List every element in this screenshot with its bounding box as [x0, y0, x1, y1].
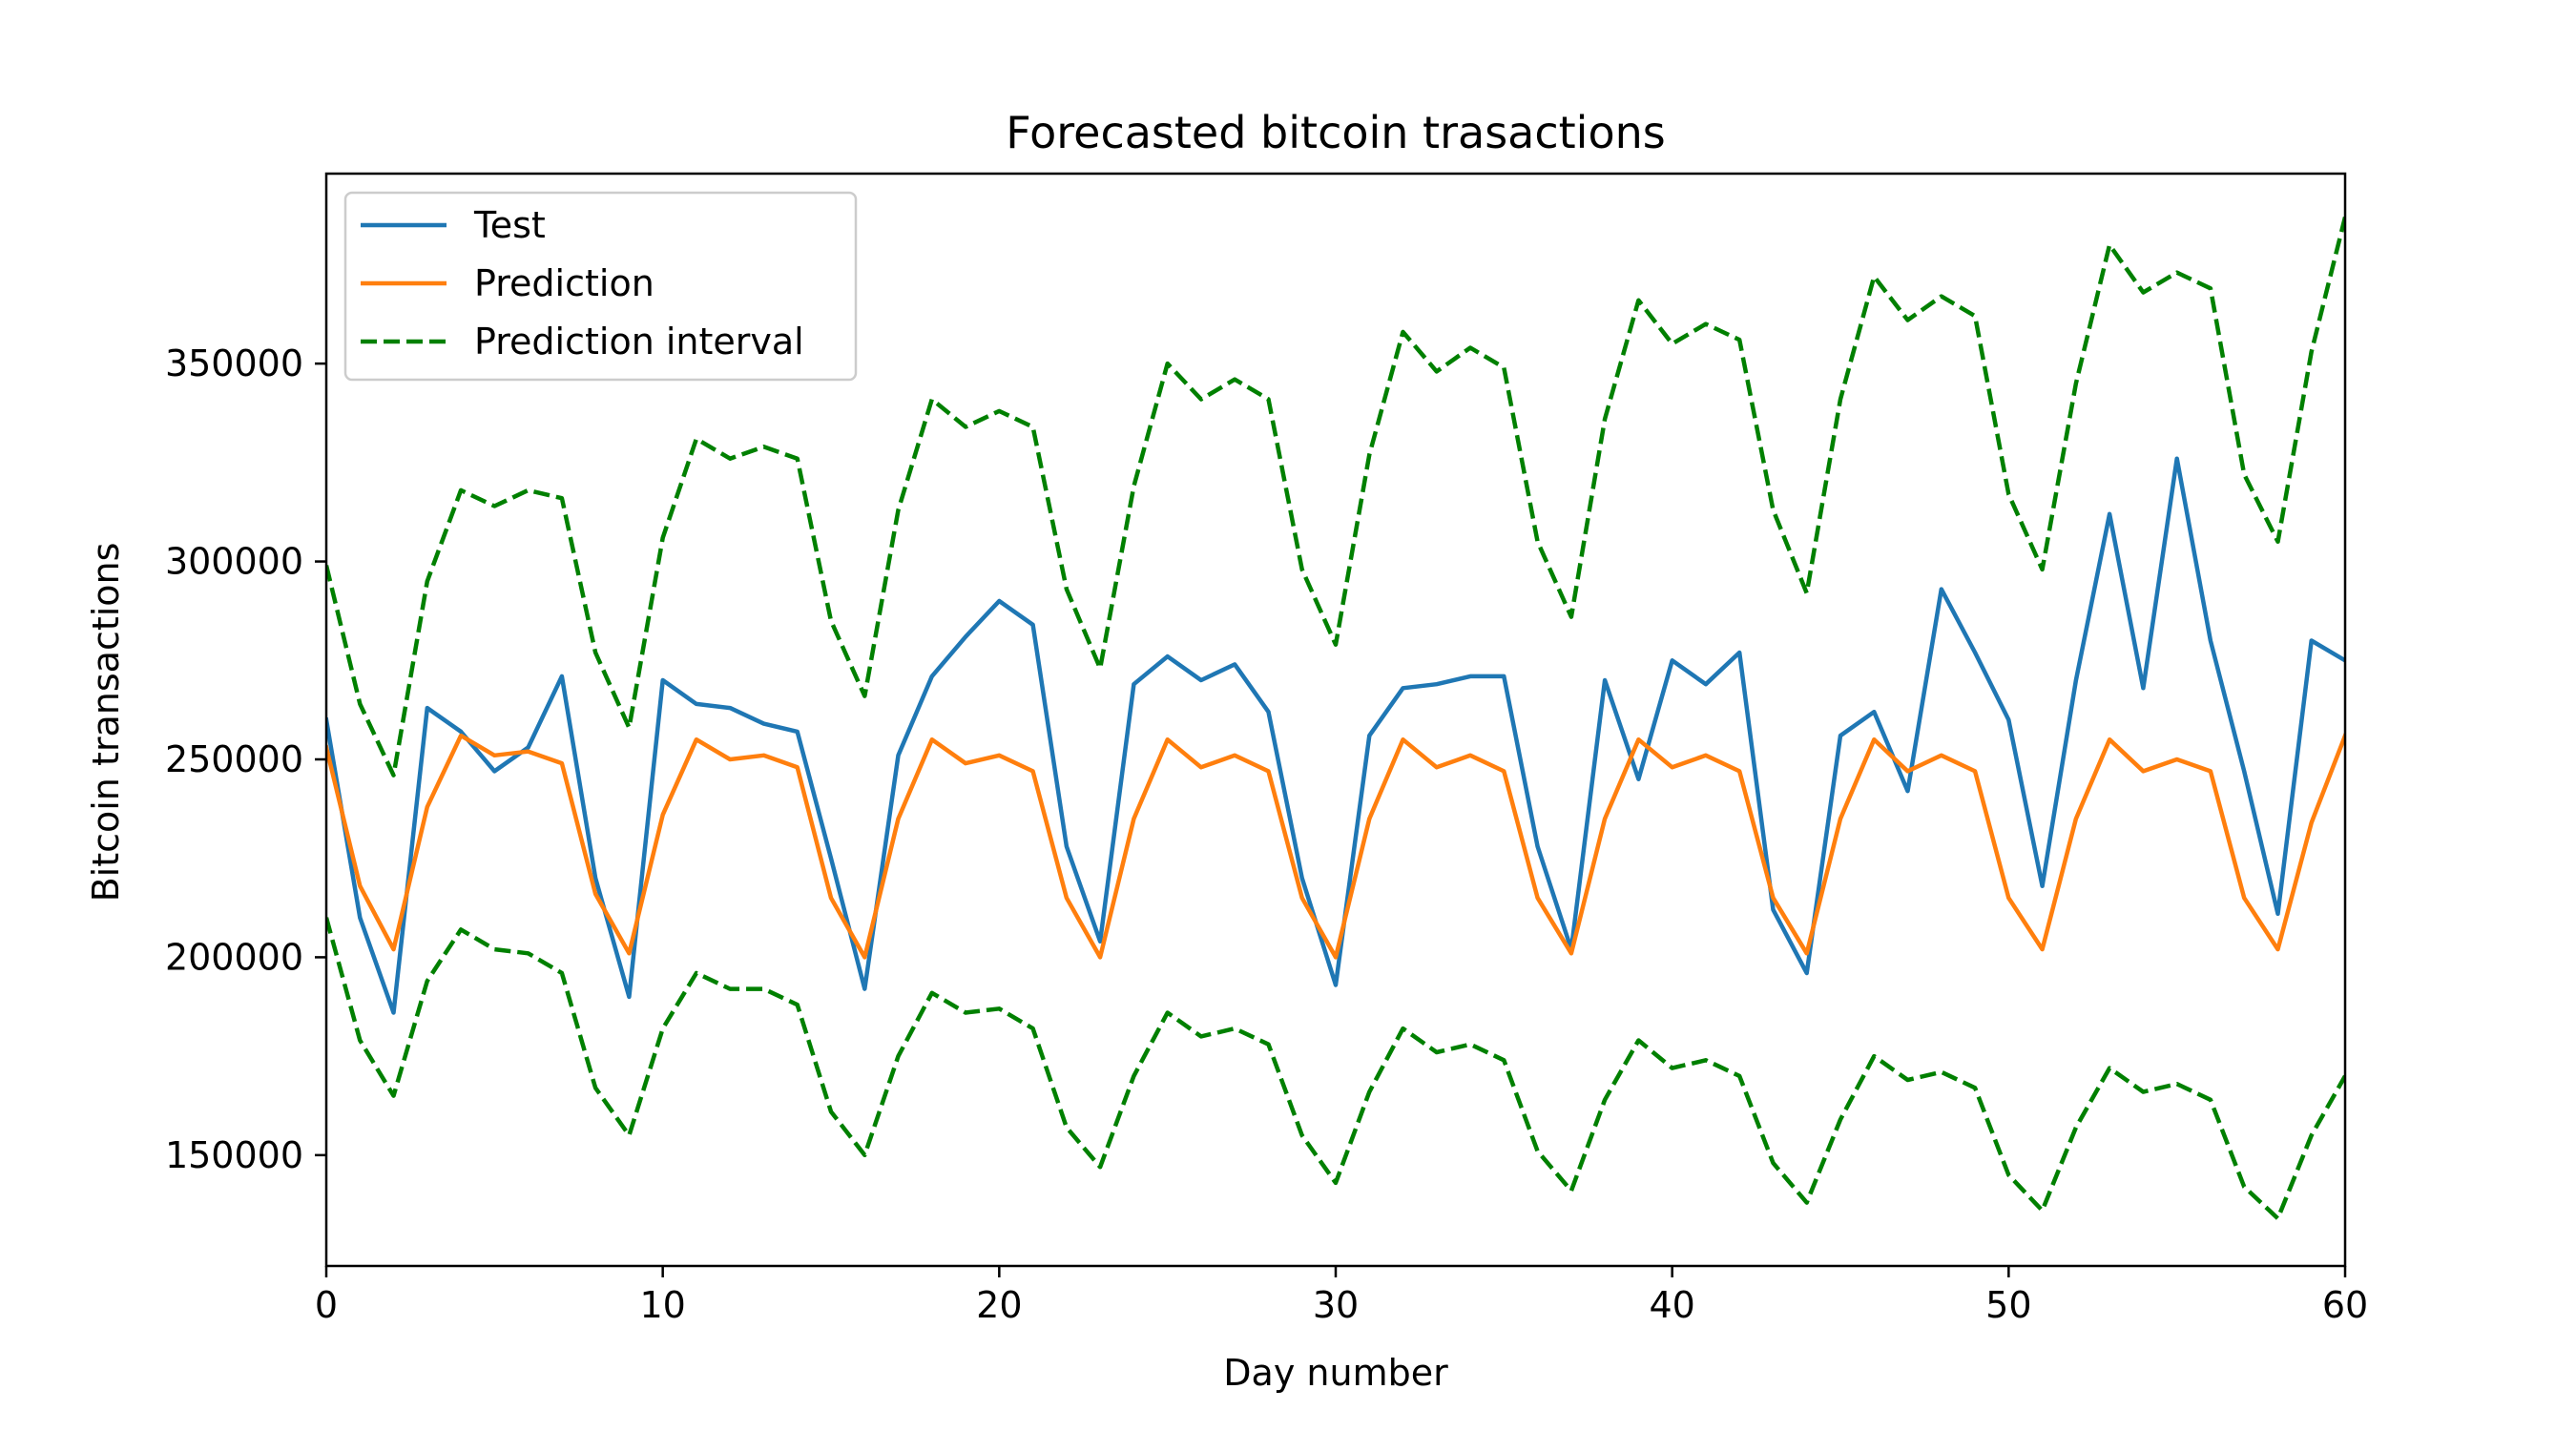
x-tick-label: 60: [2322, 1284, 2368, 1326]
legend-box: [343, 191, 858, 382]
y-tick-label: 250000: [165, 738, 303, 780]
x-tick-label: 40: [1649, 1284, 1694, 1326]
y-tick-label: 150000: [165, 1134, 303, 1176]
series-line-test: [326, 456, 2345, 1015]
legend-label: Test: [473, 204, 546, 246]
legend: Test Prediction Prediction interval: [343, 191, 858, 382]
series-lines: [326, 217, 2345, 1221]
chart-title: Forecasted bitcoin trasactions: [1006, 107, 1665, 158]
plot-area: 0 10 20 30 40 50 60 150000 200000 250000 300000 350…: [165, 172, 2368, 1326]
series-line-prediction-interval-lower: [326, 917, 2345, 1221]
x-tick-label: 20: [976, 1284, 1022, 1326]
x-tick-label: 0: [315, 1284, 338, 1326]
y-axis-label: Bitcoin transactions: [85, 543, 127, 902]
series-line-prediction-interval-upper: [326, 217, 2345, 778]
x-axis-label: Day number: [1223, 1352, 1448, 1394]
y-tick-label: 300000: [165, 541, 303, 583]
x-tick-label: 50: [1985, 1284, 2031, 1326]
x-tick-label: 10: [639, 1284, 685, 1326]
x-tick-label: 30: [1313, 1284, 1359, 1326]
series-line-prediction: [326, 733, 2345, 960]
y-tick-label: 200000: [165, 936, 303, 978]
legend-label: Prediction interval: [474, 321, 804, 363]
legend-label: Prediction: [474, 262, 654, 304]
y-tick-label: 350000: [165, 342, 303, 384]
